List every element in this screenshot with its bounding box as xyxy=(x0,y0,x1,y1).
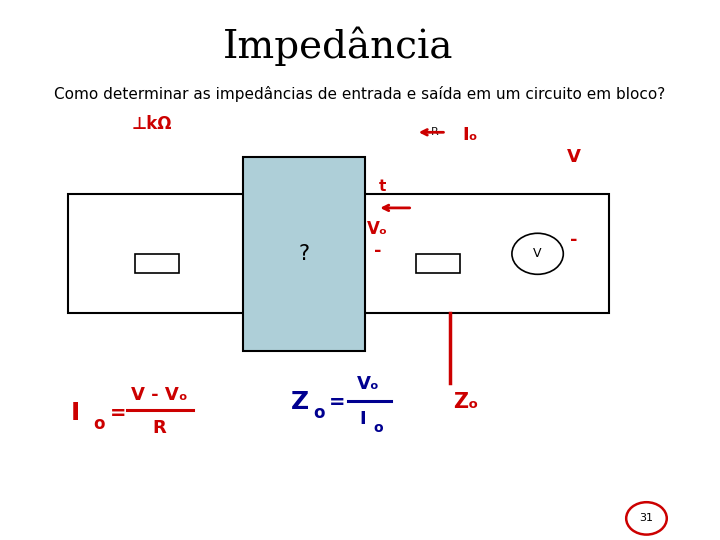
Text: I: I xyxy=(71,401,80,425)
Text: Impedância: Impedância xyxy=(223,27,454,66)
Text: =: = xyxy=(329,393,346,412)
Bar xyxy=(135,254,179,273)
Text: V - Vₒ: V - Vₒ xyxy=(130,386,187,404)
Bar xyxy=(416,254,460,273)
Text: o: o xyxy=(373,421,383,435)
Text: Como determinar as impedâncias de entrada e saída em um circuito em bloco?: Como determinar as impedâncias de entrad… xyxy=(54,86,665,103)
Text: R: R xyxy=(431,127,438,137)
Text: =: = xyxy=(109,403,126,423)
Text: o: o xyxy=(94,415,105,433)
Text: ?: ? xyxy=(299,244,310,264)
Text: Vₒ: Vₒ xyxy=(366,220,388,239)
Text: -: - xyxy=(570,231,577,249)
Text: Zₒ: Zₒ xyxy=(453,392,478,413)
Text: ⊥kΩ: ⊥kΩ xyxy=(132,115,172,133)
Bar xyxy=(243,157,365,351)
Text: Iₒ: Iₒ xyxy=(462,126,478,144)
Text: o: o xyxy=(313,404,325,422)
Text: Vₒ: Vₒ xyxy=(357,375,380,394)
Text: Z: Z xyxy=(291,390,309,414)
Bar xyxy=(68,194,608,313)
Text: 31: 31 xyxy=(639,514,654,523)
Text: R: R xyxy=(152,418,166,437)
Text: I: I xyxy=(360,410,366,428)
Text: t: t xyxy=(379,179,386,194)
Text: -: - xyxy=(374,242,381,260)
Circle shape xyxy=(626,502,667,535)
Text: V: V xyxy=(567,147,580,166)
Circle shape xyxy=(512,233,563,274)
Text: V: V xyxy=(534,247,542,260)
